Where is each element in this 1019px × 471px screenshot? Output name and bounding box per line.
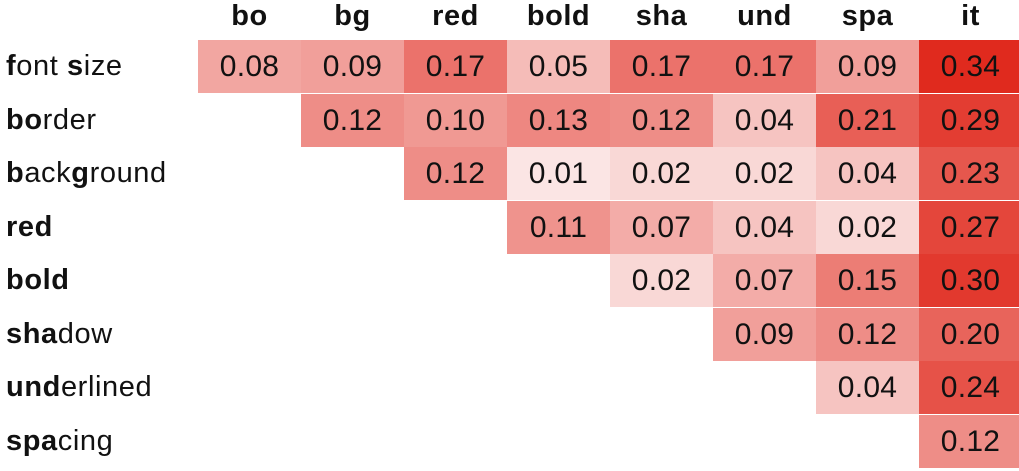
row-label: spacing: [6, 415, 113, 468]
row-label: bold: [6, 254, 70, 307]
row-label: underlined: [6, 361, 152, 414]
heatmap-cell: 0.09: [816, 40, 919, 93]
row-label-plain-part: ize: [83, 50, 123, 82]
row-label-plain-part: dow: [57, 317, 113, 350]
heatmap-cell: 0.17: [713, 40, 816, 93]
column-header-bg: bg: [334, 0, 371, 32]
row-label: background: [6, 147, 167, 200]
row-label-bold-part: red: [6, 210, 53, 243]
heatmap-cell: 0.23: [919, 147, 1019, 200]
heatmap-cell: 0.24: [919, 361, 1019, 414]
heatmap-cell: 0.10: [404, 93, 507, 147]
heatmap-cell: 0.12: [816, 307, 919, 361]
heatmap-cell: 0.12: [610, 93, 713, 147]
heatmap-cell: 0.01: [507, 147, 610, 200]
row-label-plain-part: rder: [42, 103, 97, 136]
column-header-it: it: [961, 0, 980, 32]
heatmap-cell: 0.29: [919, 93, 1019, 147]
row-label-bold-part: und: [6, 371, 61, 403]
heatmap-cell: 0.11: [507, 200, 610, 254]
heatmap-cell: 0.02: [610, 147, 713, 200]
heatmap-cell: 0.04: [713, 200, 816, 254]
heatmap-cell: 0.09: [713, 307, 816, 361]
heatmap-cell: 0.02: [610, 254, 713, 307]
heatmap-cell: 0.04: [816, 361, 919, 414]
row-label-plain-part: erlined: [60, 371, 153, 403]
row-label: font size: [6, 40, 123, 93]
column-header-sha: sha: [635, 0, 688, 32]
row-label-plain-part: ack: [24, 157, 72, 189]
heatmap-cell: 0.34: [919, 40, 1019, 93]
row-label-bold-part: g: [71, 157, 90, 189]
row-label-plain-part: cing: [57, 424, 114, 457]
row-label-plain-part: ont: [16, 50, 68, 82]
heatmap-cell: 0.02: [713, 147, 816, 200]
heatmap-cell: 0.20: [919, 307, 1019, 361]
row-label-bold-part: bo: [6, 103, 43, 136]
heatmap-cell: 0.13: [507, 93, 610, 147]
heatmap-cell: 0.12: [301, 93, 404, 147]
heatmap-cell: 0.12: [404, 147, 507, 200]
heatmap-cell: 0.05: [507, 40, 610, 93]
heatmap-cell: 0.07: [713, 254, 816, 307]
heatmap-cell: 0.07: [610, 200, 713, 254]
heatmap-cell: 0.02: [816, 200, 919, 254]
heatmap-cell: 0.15: [816, 254, 919, 307]
heatmap-cell: 0.17: [610, 40, 713, 93]
column-header-bold: bold: [526, 0, 591, 32]
row-label-plain-part: round: [89, 157, 167, 189]
heatmap-cell: 0.09: [301, 40, 404, 93]
column-header-bo: bo: [231, 0, 268, 32]
heatmap-cell: 0.21: [816, 93, 919, 147]
row-label-bold-part: sha: [6, 317, 58, 350]
row-label: border: [6, 94, 97, 147]
heatmap-cell: 0.30: [919, 254, 1019, 307]
row-label-bold-part: spa: [6, 424, 58, 457]
heatmap-cell: 0.04: [816, 147, 919, 200]
heatmap-cell: 0.08: [198, 40, 301, 93]
heatmap-cell: 0.04: [713, 93, 816, 147]
heatmap-cell: 0.27: [919, 200, 1019, 254]
heatmap-cell: 0.12: [919, 414, 1019, 468]
column-header-und: und: [737, 0, 792, 32]
row-label: red: [6, 201, 53, 254]
heatmap-cell: 0.17: [404, 40, 507, 93]
column-header-red: red: [432, 0, 479, 32]
row-label-bold-part: f: [6, 50, 17, 82]
column-header-spa: spa: [841, 0, 894, 32]
row-label-bold-part: s: [67, 50, 84, 82]
row-label-bold-part: bold: [6, 264, 70, 296]
row-label: shadow: [6, 308, 113, 361]
row-label-bold-part: b: [6, 157, 25, 189]
